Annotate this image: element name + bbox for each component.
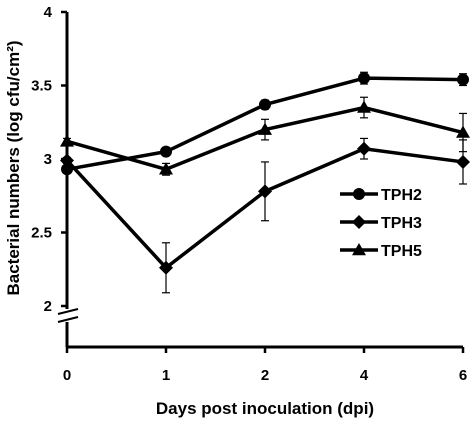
legend-marker <box>352 243 366 256</box>
data-point <box>358 72 370 85</box>
legend-marker <box>352 215 366 229</box>
axis-break-mark <box>57 308 79 315</box>
data-point <box>60 153 74 168</box>
data-point <box>60 134 74 147</box>
x-tick-label: 1 <box>162 367 170 384</box>
y-tick-label: 4 <box>44 4 53 21</box>
x-axis-title: Days post inoculation (dpi) <box>156 399 374 418</box>
legend-label: TPH2 <box>381 187 422 204</box>
data-point <box>159 260 173 275</box>
legend: TPH2 TPH3 TPH5 <box>340 187 422 260</box>
y-tick-label: 2 <box>44 298 52 315</box>
data-point <box>160 145 172 158</box>
x-tick-label: 4 <box>360 367 369 384</box>
data-point <box>259 98 271 111</box>
data-point <box>258 122 272 135</box>
data-point <box>357 141 371 156</box>
series-tph3 <box>60 137 470 294</box>
series-tph5 <box>60 96 470 176</box>
axes: 2 2.5 3 3.5 4 0 1 2 4 6 <box>31 4 467 384</box>
series-tph2 <box>61 71 469 176</box>
data-point <box>456 154 470 169</box>
y-tick-label: 3.5 <box>31 78 52 95</box>
data-point <box>457 73 469 86</box>
x-tick-label: 6 <box>459 367 467 384</box>
series-layer <box>60 71 470 294</box>
y-axis-title: Bacterial numbers (log cfu/cm²) <box>4 40 23 295</box>
axis-break-mark <box>57 316 79 323</box>
x-tick-label: 2 <box>261 367 269 384</box>
x-tick-label: 0 <box>63 367 71 384</box>
data-point <box>258 184 272 199</box>
y-tick-label: 2.5 <box>31 225 52 242</box>
data-point <box>159 162 173 175</box>
data-point <box>456 125 470 138</box>
y-tick-label: 3 <box>44 151 52 168</box>
legend-label: TPH3 <box>381 215 422 232</box>
legend-marker <box>353 188 365 200</box>
data-point <box>357 100 371 113</box>
legend-label: TPH5 <box>381 243 422 260</box>
